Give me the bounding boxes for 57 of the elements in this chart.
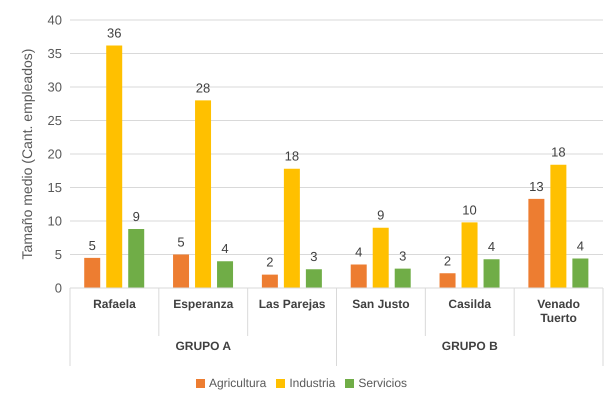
text: GRUPO A [175,339,232,353]
text: GRUPO B [442,339,498,353]
bar [128,229,144,288]
y-tick-label: 0 [54,280,62,296]
y-tick-label: 30 [48,80,62,95]
y-axis-title: Tamaño medio (Cant. empleados) [18,48,35,260]
bar [173,254,190,288]
y-tick-label: 25 [48,113,62,128]
bar [394,268,411,288]
data-label: 36 [106,25,122,40]
bar [84,258,100,288]
data-label: 2 [266,254,274,270]
data-label: 9 [132,209,140,224]
y-tick-label: 35 [48,46,62,62]
x-tick-label: Venado Tuerto [537,297,580,325]
bar [284,168,300,288]
data-label: 18 [284,148,300,164]
bar [106,45,122,288]
y-tick-label: 5 [54,247,62,262]
data-label: 4 [221,241,229,256]
data-label: 4 [355,244,362,260]
y-tick-label: 15 [48,180,62,196]
bar [528,198,544,288]
x-tick-label: Casilda [448,297,492,311]
x-tick-label: Las Parejas [258,297,326,311]
bar [262,274,278,288]
data-label: 5 [88,238,96,253]
data-label: 9 [377,208,384,223]
bar [195,100,212,288]
data-label: 2 [444,253,452,268]
y-tick-label: 40 [48,12,62,28]
bar [217,261,234,288]
bar [550,164,566,288]
x-tick-label: Rafaela [93,297,136,311]
bar [350,264,367,288]
data-label: 13 [529,178,544,194]
x-tick-label: Esperanza [173,297,234,311]
data-label: 3 [399,248,406,264]
bar [306,269,322,288]
legend-label: Agricultura [208,376,266,390]
data-label: 18 [551,144,566,160]
x-tick-label: San Justo [352,297,410,311]
data-label: 28 [196,80,210,96]
y-tick-label: 20 [48,146,62,162]
bar [440,273,456,288]
data-label: 4 [488,239,496,254]
y-tick-label: 10 [48,214,62,229]
data-label: 10 [462,202,477,218]
data-label: 5 [177,234,185,250]
bar [462,222,478,288]
bar [484,259,500,288]
legend-label: Servicios [358,376,408,390]
legend-label: Industria [289,376,336,390]
data-label: 3 [310,249,318,264]
data-label: 4 [576,238,584,254]
bar [372,228,389,288]
bar [572,258,588,288]
